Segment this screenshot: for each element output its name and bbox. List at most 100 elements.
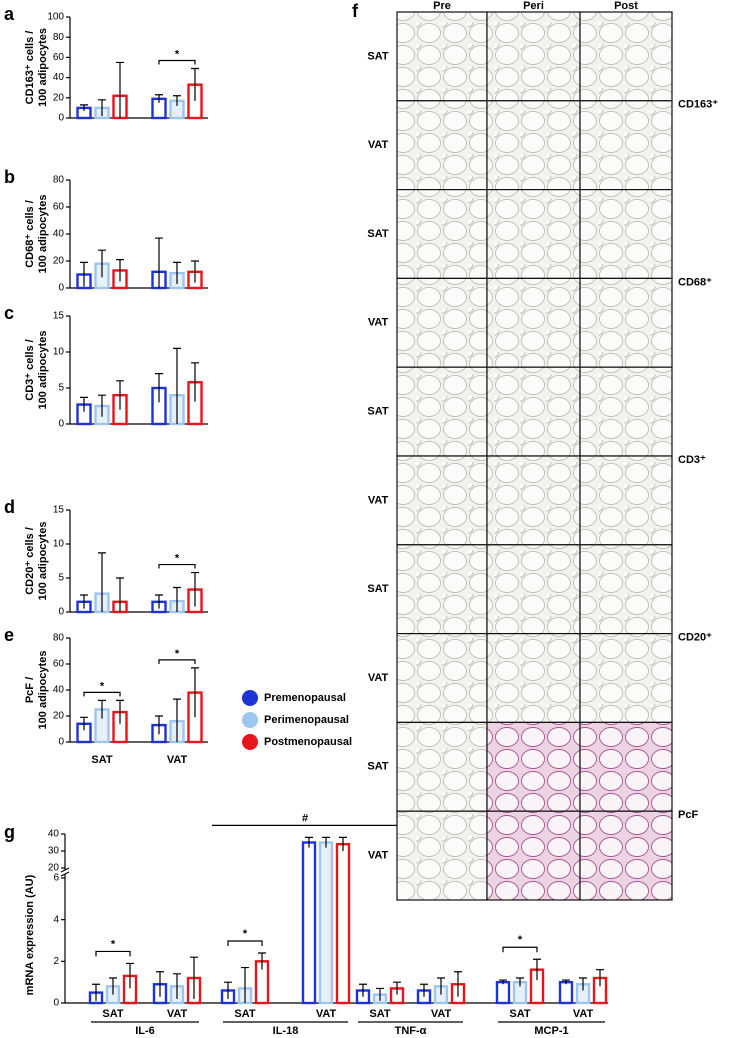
y-tick-label: 15 <box>53 311 65 322</box>
panel-label: c <box>4 303 14 323</box>
error-bar <box>191 260 199 283</box>
y-tick-label: 60 <box>53 202 65 213</box>
error-bar <box>155 594 163 609</box>
axis-break <box>60 867 70 877</box>
significance-bracket <box>158 659 196 664</box>
y-axis-label: CD3⁺ cells / <box>24 339 36 400</box>
significance-bracket <box>158 563 196 569</box>
micrograph <box>579 810 673 901</box>
micrograph <box>579 277 673 368</box>
x-tick-label: VAT <box>431 1008 452 1020</box>
panel-label: g <box>4 822 15 842</box>
row-label: VAT <box>368 494 389 506</box>
error-bar <box>322 836 330 848</box>
error-bar <box>359 983 367 997</box>
row-label: VAT <box>368 850 389 862</box>
significance-bracket <box>227 940 263 946</box>
y-tick-label: 80 <box>53 175 65 186</box>
error-bar <box>80 594 88 609</box>
micrograph <box>396 455 488 546</box>
error-bar <box>173 261 181 284</box>
micrograph <box>486 277 581 368</box>
error-bar <box>173 698 181 742</box>
group-label: TNF-α <box>395 1025 427 1037</box>
legend-swatch <box>242 734 258 750</box>
y-tick-label: 0 <box>58 113 64 124</box>
error-bar <box>191 571 199 607</box>
significance-bracket <box>158 59 196 65</box>
row-label: VAT <box>368 672 389 684</box>
significance-label: * <box>175 48 180 60</box>
significance-label: # <box>302 812 308 824</box>
error-bar <box>454 971 462 997</box>
micrograph <box>396 100 488 191</box>
marker-label: CD3⁺ <box>678 454 706 466</box>
bar <box>318 841 334 1005</box>
significance-bracket <box>502 946 538 953</box>
group-label: MCP-1 <box>534 1025 568 1037</box>
error-bar <box>224 981 232 999</box>
x-tick-label: SAT <box>91 754 112 766</box>
error-bar <box>116 699 124 724</box>
legend-swatch <box>242 690 258 706</box>
y-tick-label: 0 <box>58 607 64 618</box>
error-bar <box>579 977 587 991</box>
error-bar <box>562 979 570 985</box>
micrograph <box>579 721 673 812</box>
marker-label: CD163⁺ <box>678 99 718 111</box>
legend-label: Postmenopausal <box>264 736 352 748</box>
y-axis-label: 100 adipocytes <box>37 195 49 274</box>
micrograph <box>396 544 488 635</box>
error-bar <box>516 977 524 987</box>
error-bar <box>173 95 181 106</box>
y-tick-label: 40 <box>53 229 65 240</box>
marker-label: CD68⁺ <box>678 276 712 288</box>
y-tick-label: 40 <box>48 829 60 840</box>
column-label: Post <box>614 0 638 12</box>
bar <box>301 841 317 1005</box>
marker-label: PcF <box>678 809 698 821</box>
legend-label: Premenopausal <box>264 692 346 704</box>
marker-label: CD20⁺ <box>678 632 712 644</box>
y-tick-label: 0 <box>58 737 64 748</box>
micrograph <box>486 632 581 723</box>
micrograph <box>396 810 488 901</box>
y-axis-label: mRNA expression (AU) <box>24 874 36 995</box>
micrograph <box>579 544 673 635</box>
error-bar <box>116 259 124 282</box>
micrograph <box>579 11 673 102</box>
column-label: Pre <box>433 0 451 12</box>
micrograph <box>396 189 488 280</box>
bar <box>495 980 511 1005</box>
y-tick-label: 4 <box>53 914 59 925</box>
y-tick-label: 15 <box>53 505 65 516</box>
y-tick-label: 100 <box>47 12 64 23</box>
y-tick-label: 0 <box>58 283 64 294</box>
error-bar <box>191 67 199 101</box>
error-bar <box>155 715 163 735</box>
micrograph <box>486 810 581 901</box>
row-label: SAT <box>367 50 388 62</box>
error-bar <box>92 983 100 1001</box>
x-tick-label: SAT <box>234 1008 255 1020</box>
x-tick-label: SAT <box>102 1008 123 1020</box>
micrograph <box>579 189 673 280</box>
y-tick-label: 20 <box>53 92 65 103</box>
error-bar <box>305 836 313 848</box>
y-axis-label: CD163⁺ cells / <box>24 31 36 105</box>
error-bar <box>191 667 199 718</box>
column-label: Peri <box>523 0 544 12</box>
y-tick-label: 40 <box>53 685 65 696</box>
error-bar <box>98 552 106 612</box>
error-bar <box>80 716 88 731</box>
y-tick-label: 20 <box>53 256 65 267</box>
y-axis-label: 100 adipocytes <box>37 522 49 601</box>
error-bar <box>173 586 181 612</box>
error-bar <box>116 380 124 410</box>
y-tick-label: 0 <box>53 998 59 1009</box>
y-tick-label: 10 <box>53 539 65 550</box>
y-tick-label: 20 <box>53 711 65 722</box>
micrograph <box>486 189 581 280</box>
y-tick-label: 40 <box>53 72 65 83</box>
error-bar <box>190 956 198 999</box>
